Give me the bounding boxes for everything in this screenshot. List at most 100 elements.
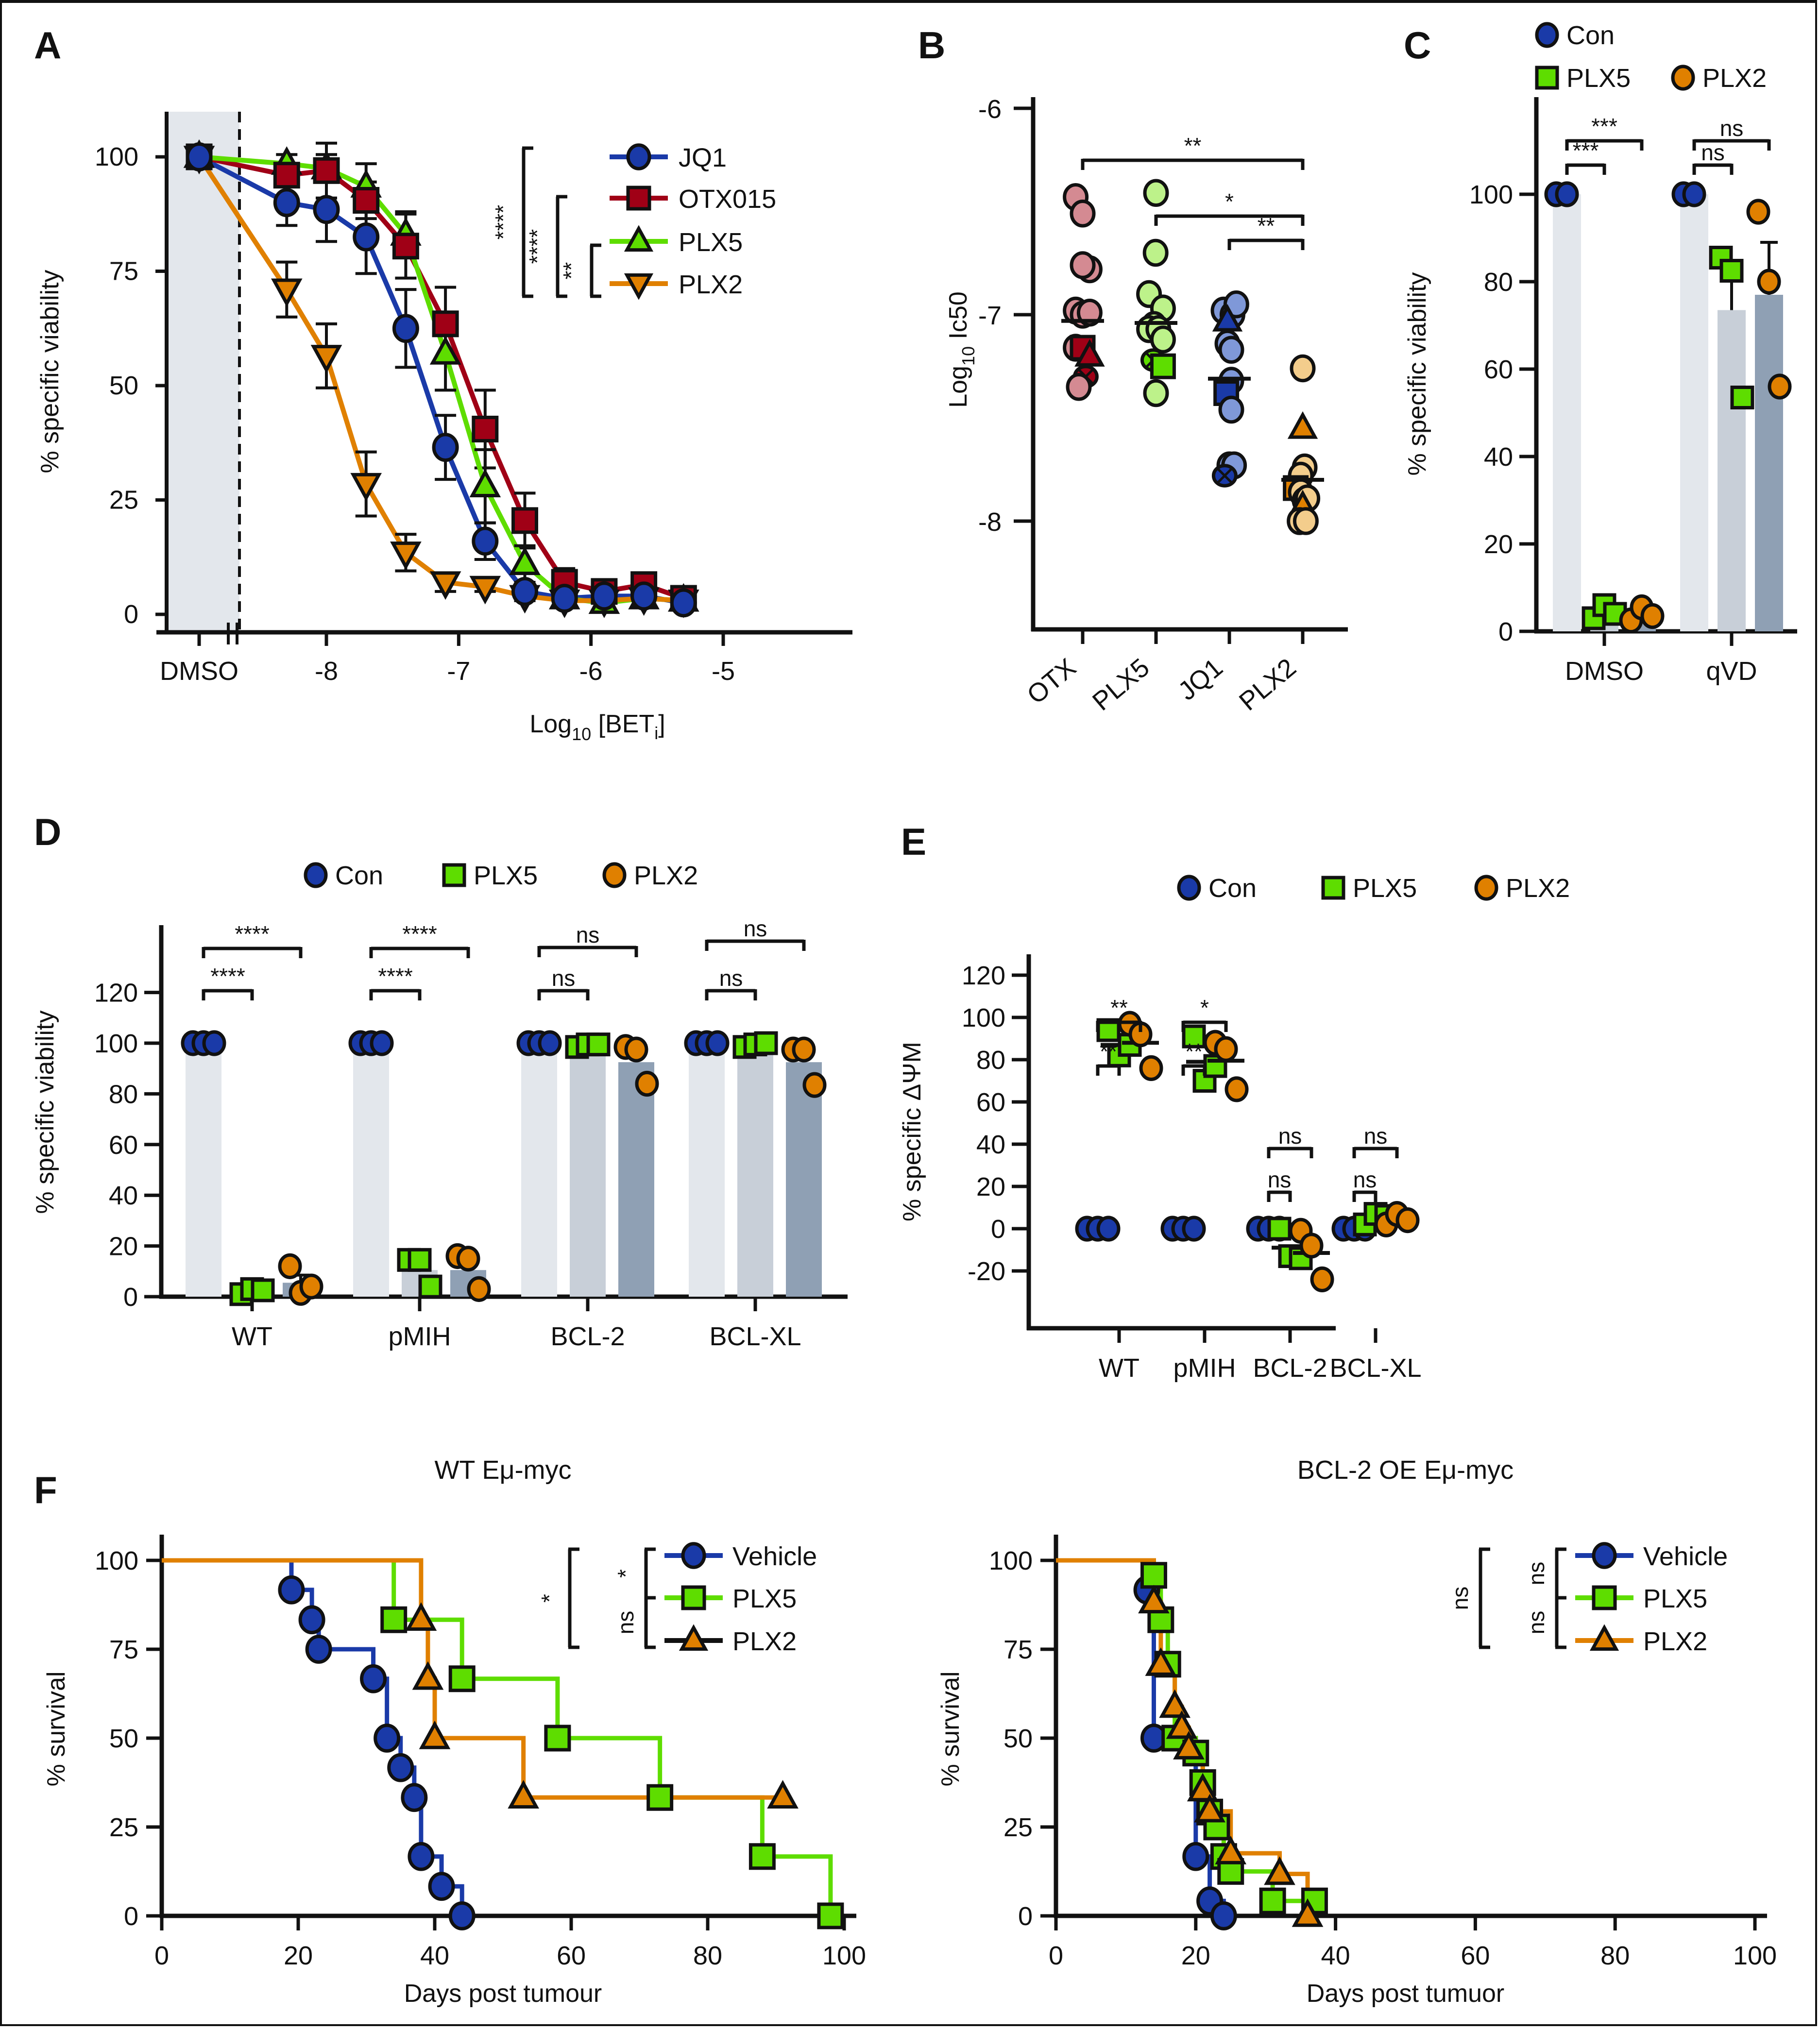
sig-bracket-pmih-plx5: **** [369,964,422,1000]
y-tick-label-40: 40 [109,1181,138,1210]
data-point-otx-1 [1070,199,1096,228]
y-tick-label-60: 60 [1484,355,1513,384]
data-point-jq1-9 [591,581,618,611]
x-tick-label-bcl-2: BCL-2 [550,1322,625,1351]
y-tick-label-0: 0 [123,1283,138,1312]
y-tick-label-50: 50 [109,1724,138,1753]
data-point-plx5-qvd-2 [1730,386,1754,409]
data-point-jq1-11 [670,588,697,618]
legend-item-plx2: PLX2 [610,270,743,300]
y-tick-label-100: 100 [95,142,138,171]
data-point-jq1-10 [630,581,658,611]
y-tick-label-60: 60 [109,1131,138,1160]
sig-bracket-otx015-plx2: **** [525,195,567,298]
x-tick-label--5: -5 [712,657,735,686]
y-tick-label-75: 75 [109,1635,138,1664]
y-tick-label-20: 20 [1484,530,1513,559]
y-tick-label-100: 100 [989,1546,1033,1575]
event-marker-plx5-11 [1259,1887,1286,1914]
sig-bracket-pmih-plx5-label: ** [1185,1039,1203,1064]
sig-bracket-jq1-plx2-label: ** [1258,213,1275,238]
bar-con-bcl-xl [689,1043,725,1297]
legend-label-con: Con [1566,21,1615,50]
data-point-otx015-5 [432,310,459,338]
chart-title: WT Eμ-myc [434,1455,571,1485]
legend-label-plx2: PLX2 [634,861,698,890]
sig-bracket-vehicle-plx5-label: * [613,1569,638,1578]
data-point-plx5-5 [429,336,461,365]
data-point-con-bcl-2-2 [538,1030,562,1056]
legend-marker-plx5 [1321,876,1345,900]
legend-marker-plx2 [1589,1624,1619,1651]
event-marker-vehicle-9 [428,1872,455,1901]
data-point-otx015-1 [273,162,300,189]
legend-item-vehicle: Vehicle [664,1542,817,1571]
sig-bracket-otx-plx2: ** [1081,133,1305,170]
legend-item-vehicle: Vehicle [1575,1542,1728,1571]
y-axis-label: % specific viability [31,1010,59,1214]
sig-bracket-pmih-plx5: ** [1181,1039,1207,1076]
y-tick-label-25: 25 [1004,1813,1033,1842]
data-point-otx-9 [1074,339,1105,367]
group-jq1 [1208,290,1251,488]
event-marker-plx2-1 [1138,1585,1170,1614]
x-tick-label--7: -7 [447,657,470,686]
event-marker-vehicle-10 [448,1901,476,1930]
event-marker-plx2-9 [1264,1856,1295,1885]
bar-plx2-qvd [1755,295,1783,631]
data-point-plx2-0 [1290,354,1316,383]
data-point-jq1-5 [1218,336,1244,364]
legend-marker-plx2 [624,273,654,300]
x-tick-label-pmih: pMIH [1173,1353,1236,1383]
y-tick-label-0: 0 [1018,1902,1033,1931]
sig-bracket-qvd-plx2-label: ns [1720,116,1744,141]
sig-bracket-bcl-2-plx5-label: ns [1268,1167,1292,1192]
sig-bracket-plx5-plx2: ns [1524,1596,1566,1649]
x-axis-label-rest: [BET [591,710,654,738]
sig-bracket-vehicle-plx5: * [613,1547,656,1600]
x-tick-label-DMSO: DMSO [160,657,238,686]
event-marker-plx2-2 [412,1661,444,1690]
legend-item-con: Con [1535,21,1615,50]
legend-marker-otx015 [626,186,651,211]
x-tick-label-plx2: PLX2 [1234,653,1302,716]
x-tick-label-80: 80 [1600,1941,1630,1970]
legend-label-plx2: PLX2 [1643,1627,1707,1656]
legend-item-plx5: PLX5 [1321,874,1417,903]
legend-item-con: Con [304,861,383,890]
sig-bracket-vehicle-plx5-label: ns [1524,1562,1549,1586]
x-tick-label-80: 80 [693,1941,722,1970]
panel-letter-c: C [1404,24,1431,67]
data-point-plx5-bcl-xl-2 [754,1031,778,1055]
y-axis-label-sub: 10 [958,346,978,366]
bar-con-bcl-2 [521,1043,557,1297]
event-marker-vehicle-5 [374,1724,401,1753]
data-point-plx5-bcl-2-0 [1267,1217,1292,1241]
x-tick-label--6: -6 [579,657,603,686]
sig-bracket-bcl-xl-plx5: ns [1352,1167,1378,1202]
x-tick-label--8: -8 [315,657,338,686]
event-marker-plx2-3 [419,1720,451,1749]
sig-bracket-pmih-plx2-label: **** [402,921,437,947]
sig-bracket-plx5-plx2: ** [559,243,601,298]
panel-letter-e: E [901,820,926,863]
group-wt [181,1030,323,1306]
x-tick-label-plx5: PLX5 [1087,653,1155,716]
sig-bracket-wt-plx5: **** [202,964,254,1000]
legend-label-vehicle: Vehicle [1643,1542,1728,1571]
y-tick-label-100: 100 [95,1546,138,1575]
event-marker-plx2-4 [508,1780,539,1809]
legend-item-plx5: PLX5 [610,225,743,257]
legend-item-plx5: PLX5 [664,1584,797,1613]
sig-bracket-wt-plx2-label: ** [1110,995,1128,1020]
sig-bracket-plx5-plx2: * [1154,189,1305,226]
event-marker-plx5-1 [1140,1562,1167,1589]
event-marker-plx2-10 [1292,1898,1324,1927]
y-tick-label--8: -8 [978,508,1002,537]
data-point-plx2-pmih-2 [1225,1076,1249,1102]
data-point-jq1-0 [186,142,213,171]
data-point-con-wt-2 [202,1030,226,1056]
legend-marker-plx2 [602,862,627,888]
legend-marker-plx5 [624,225,654,252]
x-tick-label-40: 40 [420,1941,449,1970]
